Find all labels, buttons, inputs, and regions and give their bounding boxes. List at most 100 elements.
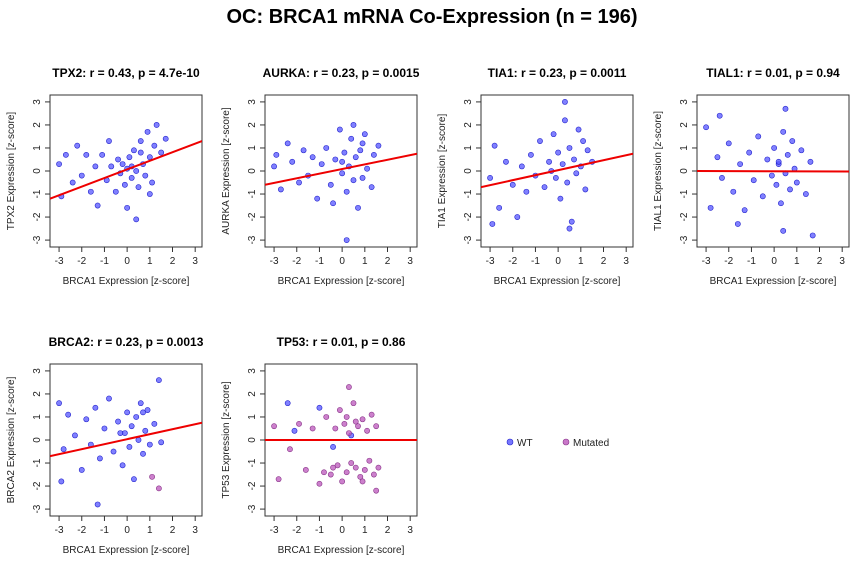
y-tick-label: -1 bbox=[679, 189, 690, 198]
chart-panel: BRCA2: r = 0.23, p = 0.0013 -3 -2 -1 0 1 2 3 -3 -… bbox=[6, 335, 204, 556]
wt-point bbox=[140, 409, 146, 416]
y-axis-label: TP53 Expression [z-score] bbox=[221, 381, 232, 498]
wt-point bbox=[368, 184, 375, 191]
wt-point bbox=[92, 163, 99, 170]
x-tick-label: 2 bbox=[170, 256, 176, 267]
wt-point bbox=[126, 444, 133, 450]
wt-point bbox=[99, 151, 106, 158]
wt-point bbox=[69, 179, 76, 186]
wt-point bbox=[56, 400, 62, 407]
plot-content bbox=[50, 122, 202, 223]
x-tick-label: 3 bbox=[192, 525, 198, 536]
mutated-point bbox=[375, 464, 382, 471]
y-tick-label: 2 bbox=[32, 122, 43, 128]
x-tick-label: -3 bbox=[55, 525, 64, 536]
mutated-point bbox=[316, 480, 323, 487]
plot-content bbox=[265, 384, 417, 494]
wt-point bbox=[106, 138, 112, 144]
chart-panel: AURKA: r = 0.23, p = 0.0015 -3 -2 -1 0 1 2 3 -3 -… bbox=[221, 66, 420, 287]
y-axis-label: BRCA2 Expression [z-score] bbox=[6, 376, 17, 503]
wt-point bbox=[541, 184, 548, 191]
wt-point bbox=[755, 133, 762, 140]
y-tick-label: -2 bbox=[679, 212, 690, 221]
wt-point bbox=[725, 140, 732, 147]
wt-point bbox=[780, 227, 787, 234]
legend: WT Mutated bbox=[506, 438, 609, 449]
mutated-point bbox=[341, 420, 348, 427]
x-axis-label: BRCA1 Expression [z-score] bbox=[278, 545, 405, 556]
x-tick-label: -2 bbox=[724, 256, 733, 267]
y-axis-label: TIA1 Expression [z-score] bbox=[437, 114, 448, 229]
wt-point bbox=[58, 478, 65, 485]
y-tick-label: 0 bbox=[247, 437, 258, 443]
wt-point bbox=[348, 135, 355, 142]
wt-point bbox=[94, 501, 101, 508]
wt-point bbox=[158, 149, 165, 156]
wt-point bbox=[352, 154, 359, 161]
x-tick-label: 0 bbox=[339, 525, 345, 536]
y-tick-label: -2 bbox=[247, 481, 258, 490]
x-tick-label: 2 bbox=[385, 256, 391, 267]
x-tick-label: -3 bbox=[486, 256, 495, 267]
x-tick-label: -1 bbox=[315, 256, 324, 267]
x-tick-label: 1 bbox=[147, 256, 153, 267]
wt-point bbox=[746, 149, 753, 156]
wt-point bbox=[149, 179, 155, 186]
regression-line bbox=[481, 152, 633, 189]
wt-point bbox=[146, 191, 153, 197]
mutated-point bbox=[330, 464, 336, 471]
wt-point bbox=[277, 186, 284, 193]
y-tick-label: 0 bbox=[32, 168, 43, 174]
wt-point bbox=[568, 218, 575, 225]
wt-point bbox=[343, 188, 350, 195]
wt-point bbox=[65, 411, 72, 418]
wt-point bbox=[128, 175, 135, 181]
wt-point bbox=[289, 158, 296, 165]
plot-content bbox=[481, 99, 633, 232]
wt-point bbox=[131, 147, 137, 154]
wt-point bbox=[146, 441, 153, 448]
x-axis-label: BRCA1 Expression [z-score] bbox=[710, 276, 837, 287]
wt-point bbox=[771, 145, 778, 151]
regression-line bbox=[50, 140, 202, 200]
mutated-point bbox=[321, 469, 327, 476]
y-axis-label: AURKA Expression [z-score] bbox=[221, 107, 232, 234]
wt-point bbox=[146, 154, 153, 161]
wt-point bbox=[552, 175, 559, 181]
wt-point bbox=[106, 395, 112, 402]
x-tick-label: 3 bbox=[839, 256, 845, 267]
chart-title: AURKA: r = 0.23, p = 0.0015 bbox=[263, 66, 420, 80]
wt-point bbox=[121, 181, 128, 188]
wt-point bbox=[330, 200, 336, 207]
wt-point bbox=[714, 154, 721, 161]
wt-point bbox=[135, 184, 142, 191]
wt-point bbox=[703, 124, 709, 131]
wt-point bbox=[737, 161, 744, 167]
wt-point bbox=[343, 237, 350, 243]
wt-point bbox=[117, 430, 124, 436]
mutated-point bbox=[327, 471, 334, 478]
wt-point bbox=[582, 186, 589, 193]
wt-point bbox=[537, 138, 543, 144]
legend-label: Mutated bbox=[573, 438, 609, 449]
wt-point bbox=[155, 377, 162, 384]
y-tick-label: 0 bbox=[32, 437, 43, 443]
wt-point bbox=[787, 186, 793, 193]
wt-point bbox=[137, 138, 144, 144]
y-tick-label: -3 bbox=[679, 235, 690, 244]
wt-point bbox=[124, 204, 131, 211]
x-tick-label: 1 bbox=[147, 525, 153, 536]
mutated-point bbox=[355, 423, 361, 430]
y-tick-label: 3 bbox=[247, 368, 258, 374]
chart-title: TPX2: r = 0.43, p = 4.7e-10 bbox=[52, 66, 200, 80]
wt-point bbox=[355, 204, 361, 211]
wt-point bbox=[716, 112, 723, 119]
chart-title: TP53: r = 0.01, p = 0.86 bbox=[277, 335, 406, 349]
wt-point bbox=[119, 462, 126, 469]
plot-content bbox=[265, 122, 417, 243]
x-tick-label: 0 bbox=[124, 256, 130, 267]
wt-point bbox=[503, 158, 509, 165]
mutated-point bbox=[373, 423, 380, 430]
x-tick-label: -3 bbox=[270, 525, 279, 536]
wt-point bbox=[309, 154, 316, 161]
